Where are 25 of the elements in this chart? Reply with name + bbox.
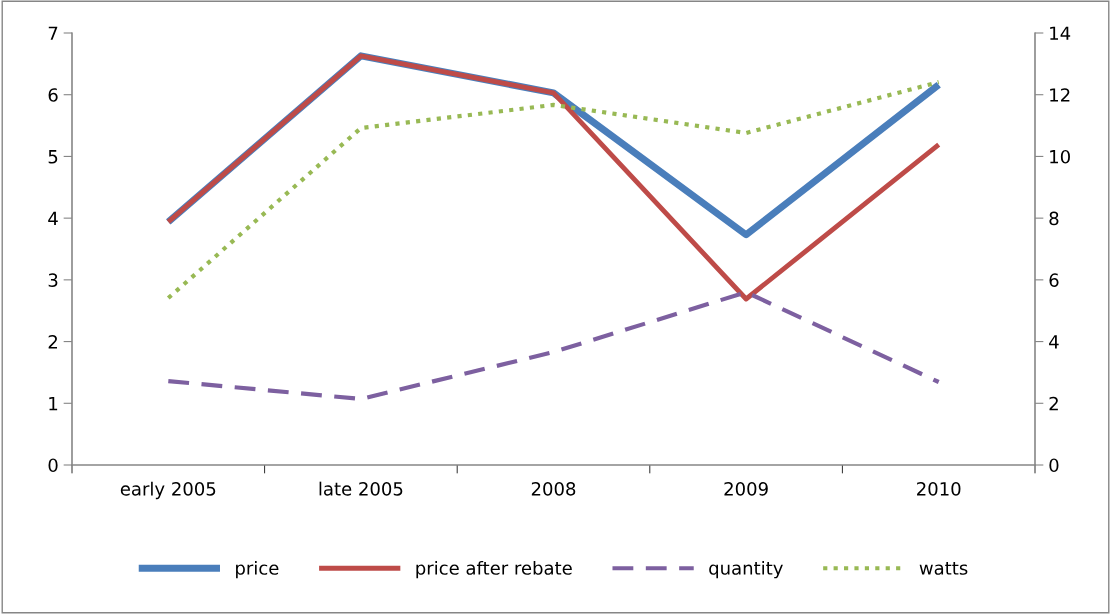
y2-tick-label: 12 — [1050, 88, 1070, 102]
y2-tick-label: 10 — [1050, 149, 1070, 164]
legend-label: quantity — [709, 560, 783, 579]
y2-tick-label: 4 — [1049, 335, 1059, 349]
y2-tick-label: 8 — [1049, 211, 1059, 226]
y-tick-label: 7 — [48, 26, 58, 40]
y-tick-label: 1 — [49, 396, 58, 411]
y-tick-label: 2 — [48, 335, 57, 349]
y2-tick-label: 6 — [1049, 273, 1059, 287]
y-tick-label: 6 — [48, 88, 58, 102]
x-tick-label: early 2005 — [120, 481, 216, 500]
x-tick-label: late 2005 — [319, 481, 403, 496]
legend-label: price — [236, 560, 279, 579]
y-tick-label: 5 — [48, 150, 58, 164]
y2-tick-label: 0 — [1049, 458, 1059, 473]
legend-label: watts — [919, 561, 968, 575]
x-tick-label: 2010 — [917, 481, 961, 496]
x-tick-label: 2008 — [531, 481, 576, 496]
legend-label: price after rebate — [416, 560, 572, 579]
y-tick-label: 4 — [48, 211, 58, 225]
x-tick-label: 2009 — [724, 481, 768, 496]
y2-tick-label: 14 — [1050, 26, 1071, 40]
y-tick-label: 3 — [48, 273, 58, 287]
y2-tick-label: 2 — [1049, 396, 1058, 411]
y-tick-label: 0 — [48, 458, 58, 473]
